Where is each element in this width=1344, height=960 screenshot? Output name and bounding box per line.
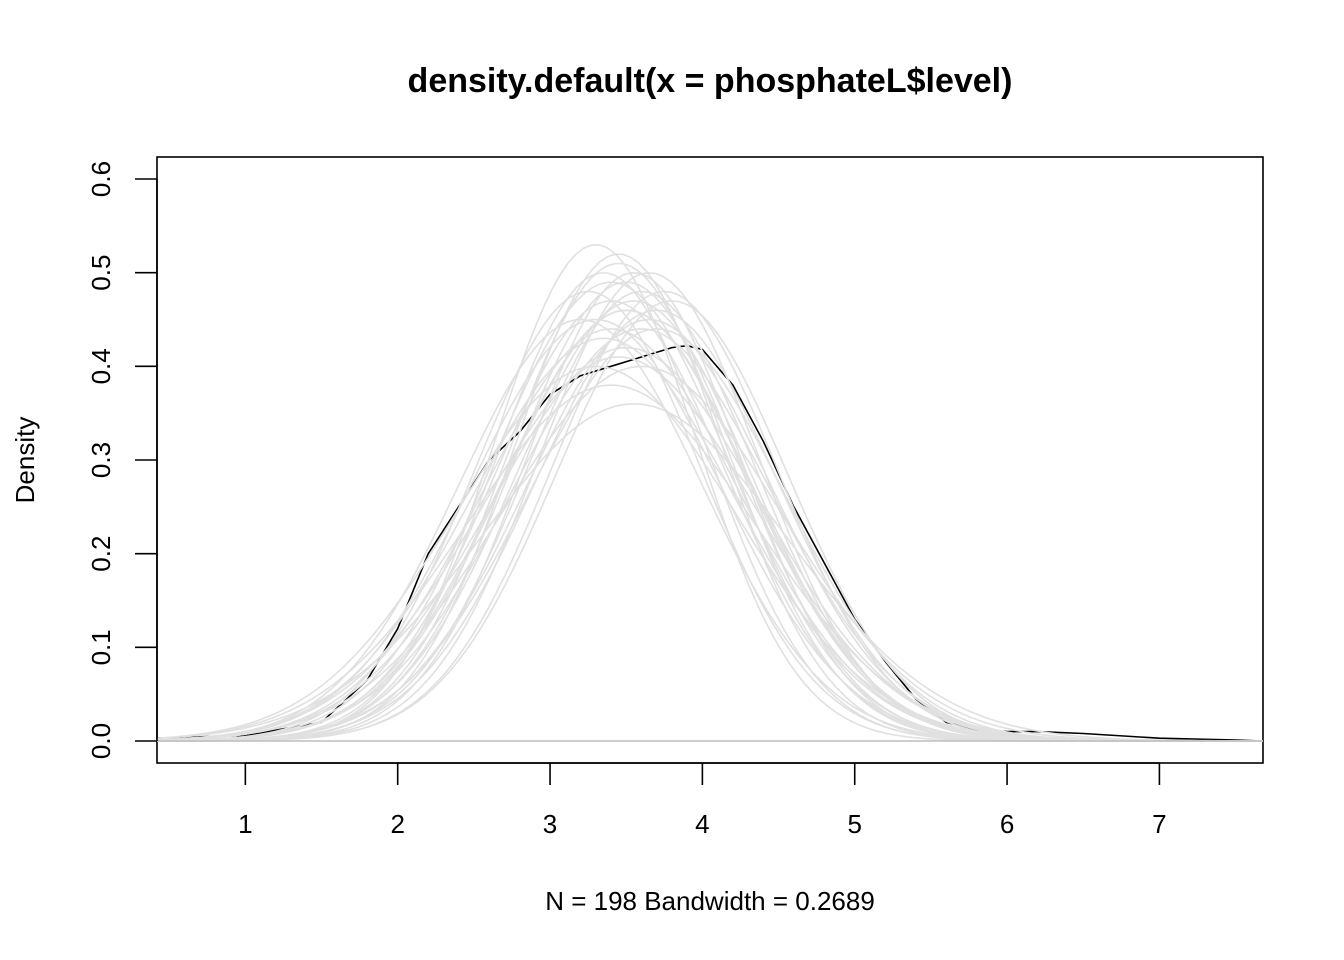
y-tick-label: 0.4	[86, 348, 116, 384]
envelope-curve	[157, 309, 1263, 742]
envelope-curve	[157, 309, 1263, 742]
x-tick-label: 2	[390, 809, 404, 839]
x-tick-label: 1	[238, 809, 252, 839]
envelope-curve	[156, 309, 1263, 742]
y-axis: 0.0 0.1 0.2 0.3 0.4 0.5 0.6	[86, 161, 158, 759]
envelope-curve	[156, 328, 1263, 742]
x-tick-label: 4	[695, 809, 709, 839]
x-tick-label: 7	[1152, 809, 1166, 839]
envelope-curve	[157, 272, 1263, 742]
envelope-curve	[156, 365, 1263, 742]
y-tick-label: 0.1	[86, 629, 116, 665]
x-axis-label: N = 198 Bandwidth = 0.2689	[545, 886, 875, 916]
y-tick-label: 0.5	[86, 255, 116, 291]
envelope-curve	[156, 244, 1263, 742]
y-tick-label: 0.6	[86, 161, 116, 197]
y-tick-label: 0.3	[86, 442, 116, 478]
x-axis: 1 2 3 4 5 6 7	[238, 762, 1167, 839]
envelope-curve	[157, 328, 1263, 742]
envelope-curve	[156, 346, 1263, 742]
y-tick-label: 0.0	[86, 723, 116, 759]
envelope-curves	[156, 244, 1263, 742]
envelope-curve	[156, 384, 1263, 742]
y-tick-label: 0.2	[86, 536, 116, 572]
x-tick-label: 6	[1000, 809, 1014, 839]
envelope-curve	[156, 356, 1263, 742]
y-axis-label: Density	[10, 417, 40, 504]
envelope-curve	[157, 271, 1263, 742]
envelope-curve	[157, 271, 1263, 742]
chart-title: density.default(x = phosphateL$level)	[408, 62, 1013, 100]
envelope-curve	[156, 403, 1263, 742]
envelope-curve	[156, 365, 1263, 742]
x-tick-label: 5	[847, 809, 861, 839]
x-tick-label: 3	[543, 809, 557, 839]
envelope-curve	[156, 328, 1263, 742]
